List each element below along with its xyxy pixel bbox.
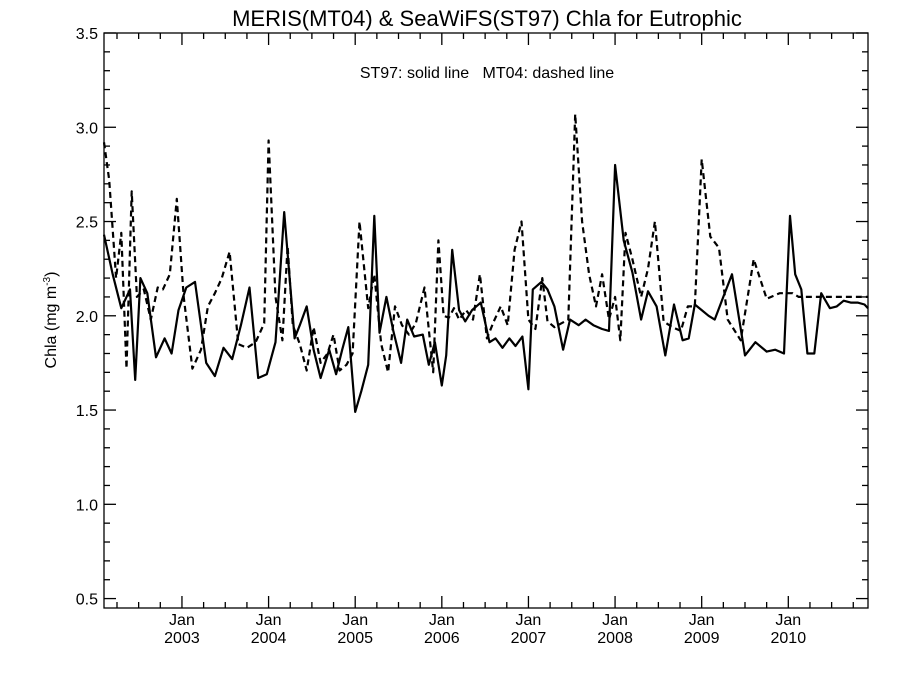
- y-tick-label: 1.0: [76, 497, 98, 514]
- x-tick-year-label: 2005: [337, 630, 373, 647]
- x-tick-year-label: 2006: [424, 630, 460, 647]
- x-tick-year-label: 2007: [511, 630, 547, 647]
- series-line-st97: [102, 163, 869, 413]
- y-tick-label: 0.5: [76, 592, 98, 609]
- plot-frame: [103, 32, 869, 609]
- chart-title: MERIS(MT04) & SeaWiFS(ST97) Chla for Eut…: [232, 6, 742, 31]
- series-line-mt04: [102, 112, 868, 374]
- x-tick-month-label: Jan: [516, 612, 542, 629]
- y-tick-label: 2.5: [76, 215, 98, 232]
- plot-area: 0.51.01.52.02.53.03.5Jan2003Jan2004Jan20…: [76, 26, 869, 647]
- x-tick-month-label: Jan: [689, 612, 715, 629]
- y-tick-label: 2.0: [76, 309, 98, 326]
- y-axis-label-main: Chla (mg m: [43, 286, 60, 369]
- x-tick-month-label: Jan: [256, 612, 282, 629]
- x-tick-month-label: Jan: [602, 612, 628, 629]
- x-tick-year-label: 2010: [771, 630, 807, 647]
- x-tick-year-label: 2009: [684, 630, 720, 647]
- y-axis-label-close: ): [43, 272, 60, 277]
- x-tick-month-label: Jan: [429, 612, 455, 629]
- y-axis-label-superscript: -3: [42, 276, 53, 285]
- line-style-annotation: ST97: solid line MT04: dashed line: [360, 65, 614, 82]
- x-tick-year-label: 2008: [597, 630, 633, 647]
- x-tick-year-label: 2003: [164, 630, 200, 647]
- x-tick-month-label: Jan: [342, 612, 368, 629]
- y-tick-label: 3.0: [76, 120, 98, 137]
- y-tick-label: 3.5: [76, 26, 98, 43]
- x-tick-month-label: Jan: [169, 612, 195, 629]
- x-tick-year-label: 2004: [251, 630, 287, 647]
- y-tick-label: 1.5: [76, 403, 98, 420]
- y-axis-label: Chla (mg m-3): [42, 272, 60, 369]
- x-tick-month-label: Jan: [775, 612, 801, 629]
